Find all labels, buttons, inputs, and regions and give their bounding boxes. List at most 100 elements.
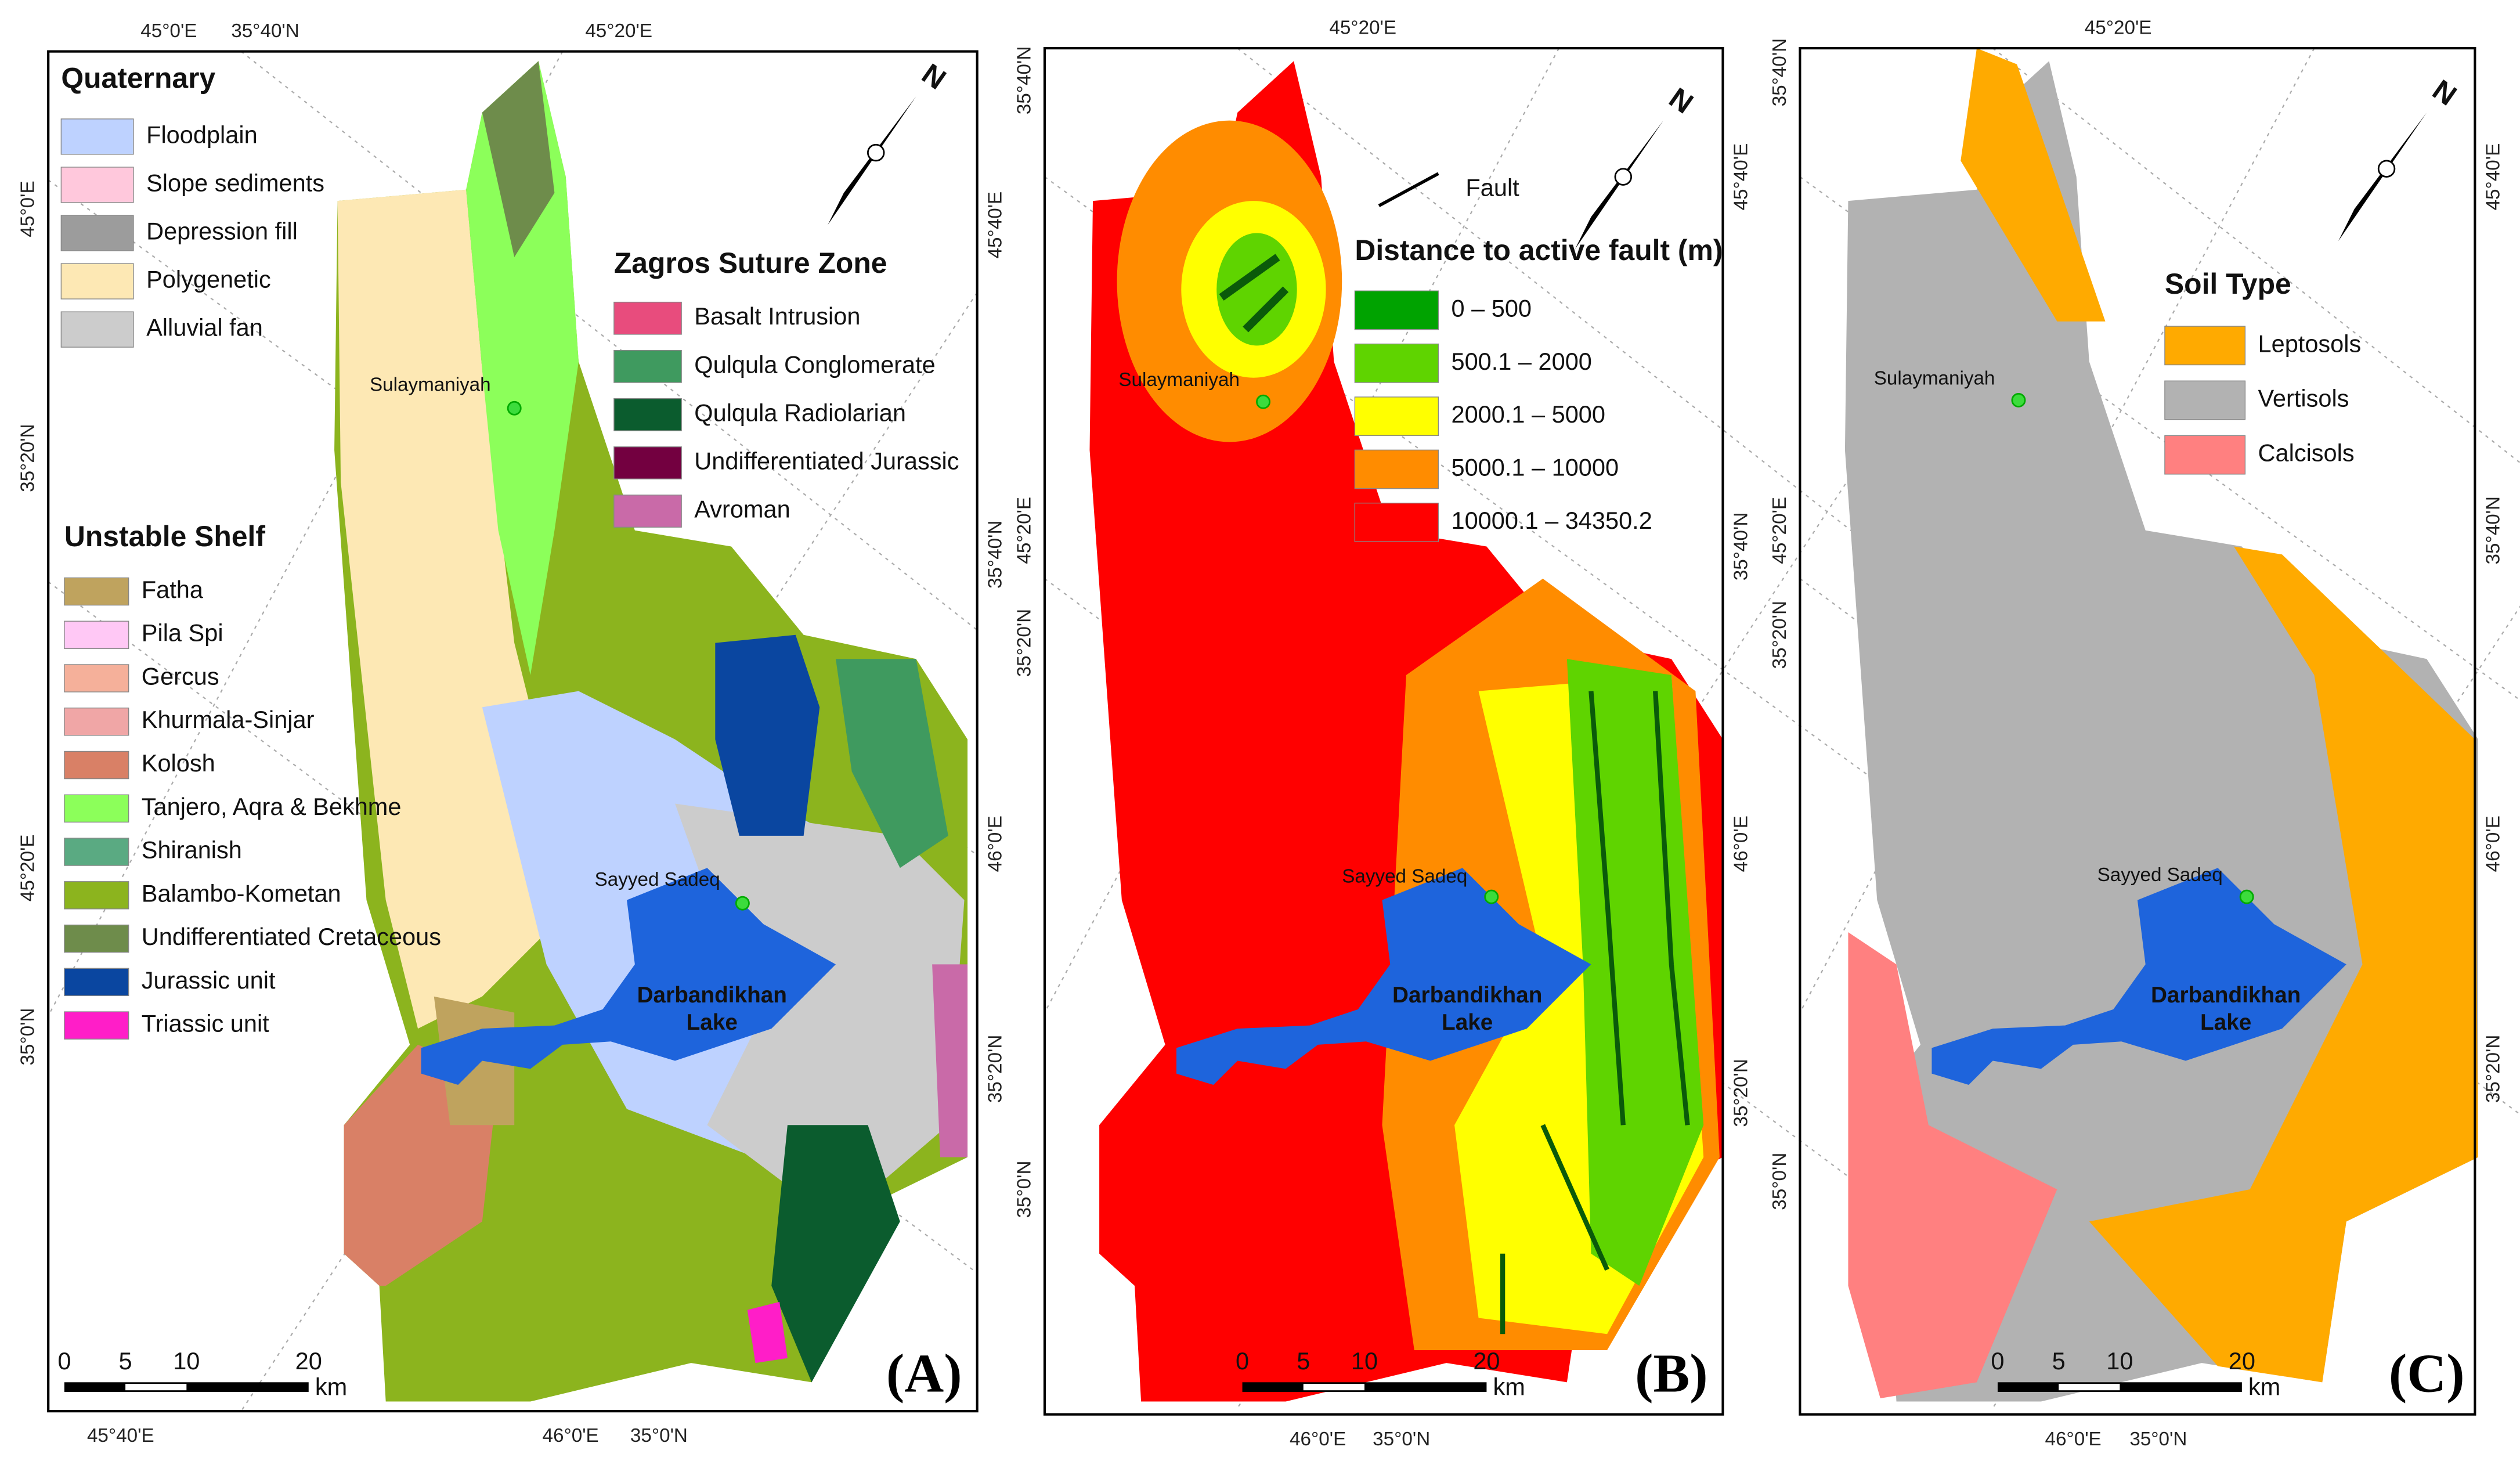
coord-label: 35°20'N (1769, 601, 1790, 669)
legend-title: Unstable Shelf (64, 520, 266, 553)
legend-swatch (64, 881, 129, 910)
place-marker (1256, 394, 1270, 409)
coord-label: 35°0'N (2129, 1428, 2187, 1450)
scale-label: 0 (1236, 1347, 1249, 1375)
legend-label: Fatha (142, 576, 204, 603)
north-arrow (828, 96, 916, 225)
scale-bar (125, 1384, 187, 1391)
coord-label: 35°0'N (1014, 1161, 1035, 1218)
legend-swatch (64, 794, 129, 823)
north-label: N (2427, 73, 2463, 112)
legend-swatch (64, 838, 129, 866)
coord-label: 46°0'E (2482, 816, 2504, 872)
north-label: N (916, 57, 952, 96)
legend-swatch (613, 398, 682, 431)
legend-label: Basalt Intrusion (694, 302, 860, 330)
legend-swatch (2164, 435, 2246, 475)
scale-label: 0 (1991, 1347, 2004, 1375)
legend-swatch (60, 167, 134, 203)
legend-label: Depression fill (146, 217, 298, 244)
coord-label: 46°0'E (542, 1425, 598, 1446)
legend-swatch (64, 1011, 129, 1040)
scale-bar (1997, 1382, 2242, 1392)
legend-swatch (613, 301, 682, 335)
coord-label: 35°20'N (1730, 1059, 1752, 1127)
panel-letter: (B) (1635, 1343, 1707, 1404)
legend-swatch (2164, 326, 2246, 366)
legend-swatch (64, 924, 129, 953)
legend-title: Soil Type (2165, 268, 2291, 300)
coord-label: 35°40'N (1730, 513, 1752, 581)
fault-symbol (1378, 172, 1439, 207)
legend-label: Leptosols (2258, 330, 2362, 357)
coord-label: 35°40'N (1769, 38, 1790, 107)
legend-label: Balambo-Kometan (142, 879, 341, 907)
scale-label: 10 (2106, 1347, 2133, 1375)
legend-swatch (1354, 290, 1439, 330)
legend-swatch (60, 311, 134, 348)
legend-swatch (60, 215, 134, 251)
scale-label: 0 (57, 1347, 71, 1375)
panel-letter: (C) (2389, 1343, 2465, 1404)
legend-swatch (1354, 449, 1439, 489)
legend-label: Avroman (694, 496, 790, 523)
coord-label: 35°40'N (231, 20, 299, 42)
north-arrow (2377, 160, 2396, 178)
coord-label: 35°20'N (17, 424, 39, 492)
north-arrow (1575, 120, 1664, 250)
legend-swatch (1354, 502, 1439, 542)
legend-label: Khurmala-Sinjar (142, 706, 315, 733)
legend-label: Vertisols (2258, 384, 2349, 412)
coord-label: 45°40'E (1730, 143, 1752, 211)
legend-label: 0 – 500 (1452, 294, 1532, 322)
coord-label: 45°0'E (17, 181, 39, 237)
scale-label: 20 (2229, 1347, 2255, 1375)
panel-c (1799, 46, 2520, 1416)
legend-label: Triassic unit (142, 1010, 269, 1037)
scale-label: 5 (2052, 1347, 2066, 1375)
legend-label: 500.1 – 2000 (1452, 348, 1592, 375)
legend-label: Qulqula Conglomerate (694, 351, 935, 378)
legend-swatch (613, 495, 682, 528)
north-label: N (1663, 81, 1699, 120)
coord-label: 45°40'E (985, 192, 1006, 259)
coord-label: 46°0'E (2045, 1428, 2101, 1450)
legend-swatch (64, 751, 129, 780)
legend-label: Tanjero, Aqra & Bekhme (142, 793, 402, 820)
legend-swatch (64, 621, 129, 649)
scale-unit: km (315, 1373, 347, 1400)
legend-label: 2000.1 – 5000 (1452, 401, 1606, 428)
place-label: Sulaymaniyah (370, 374, 491, 395)
legend-label: 10000.1 – 34350.2 (1452, 507, 1652, 534)
legend-swatch (64, 968, 129, 997)
north-arrow (2338, 112, 2427, 241)
legend-swatch (64, 577, 129, 606)
legend-swatch (64, 708, 129, 736)
panel-letter: (A) (886, 1343, 962, 1404)
coord-label: 45°0'E (140, 20, 197, 42)
scale-label: 10 (1351, 1347, 1378, 1375)
place-label: Sayyed Sadeq (1342, 866, 1467, 888)
coord-label: 35°20'N (2482, 1035, 2504, 1103)
legend-label: Gercus (142, 662, 219, 690)
place-marker (1484, 889, 1499, 904)
legend-title: Quaternary (61, 62, 215, 95)
coord-label: 45°20'E (17, 834, 39, 901)
scale-bar (1303, 1384, 1364, 1391)
coord-label: 45°40'E (87, 1425, 154, 1446)
legend-swatch (1354, 343, 1439, 383)
panel-a (47, 50, 979, 1413)
legend-swatch (60, 263, 134, 300)
coord-label: 35°20'N (1014, 609, 1035, 677)
legend-swatch (613, 446, 682, 479)
legend-label: Floodplain (146, 121, 258, 148)
coord-label: 35°0'N (1373, 1428, 1430, 1450)
legend-swatch (1354, 396, 1439, 437)
legend-label: Undifferentiated Jurassic (694, 447, 959, 474)
scale-label: 5 (119, 1347, 132, 1375)
lake-label: Lake (1442, 1010, 1493, 1035)
legend-label: Qulqula Radiolarian (694, 399, 906, 426)
north-arrow (867, 143, 885, 162)
legend-label: Pila Spi (142, 619, 223, 647)
